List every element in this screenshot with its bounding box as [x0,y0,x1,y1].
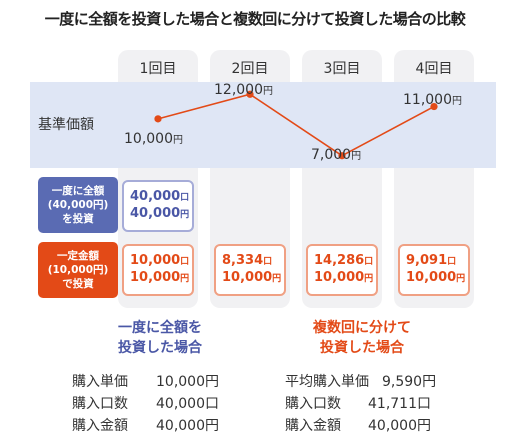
dca-box-3: 14,286口 10,000円 [306,244,378,296]
summary-right-value-2: 41,711口 [368,396,431,412]
page-title: 一度に全額を投資した場合と複数回に分けて投資した場合の比較 [44,10,466,28]
price-point-2 [246,90,254,98]
column-header-4: 4回目 [415,61,453,77]
price-line [157,93,435,157]
summary-right-value-1: 9,590円 [382,374,437,390]
summary-left-value-2: 40,000口 [156,396,219,412]
summary-left-value-3: 40,000円 [156,418,219,434]
lump-sum-tag: 一度に全額 (40,000円) を投資 [38,177,118,233]
price-label-3: 7,000円 [311,147,362,163]
column-header-1: 1回目 [139,61,177,77]
dca-box-4: 9,091口 10,000円 [398,244,470,296]
summary-left-label-1: 購入単価 [72,374,128,390]
column-header-2: 2回目 [231,61,269,77]
summary-right-label-1: 平均購入単価 [285,374,369,390]
summary-left-value-1: 10,000円 [156,374,219,390]
summary-right-label-3: 購入金額 [285,418,341,434]
price-point-1 [154,115,162,123]
column-header-3: 3回目 [323,61,361,77]
price-point-4 [430,102,438,111]
summary-left-label-2: 購入口数 [72,396,128,412]
price-label-2: 12,000円 [214,82,273,98]
price-label-1: 10,000円 [124,131,183,147]
price-point-3 [338,152,346,160]
dca-box-1: 10,000口 10,000円 [122,244,194,296]
price-label-4: 11,000円 [403,92,462,108]
summary-left-label-3: 購入金額 [72,418,128,434]
summary-heading-dca: 複数回に分けて 投資した場合 [313,320,411,356]
lump-sum-box: 40,000口 40,000円 [122,180,194,232]
fixed-amount-tag: 一定金額 (10,000円) で投資 [38,242,118,298]
price-band [30,82,496,168]
summary-right-value-3: 40,000円 [368,418,431,434]
summary-heading-lump-sum: 一度に全額を 投資した場合 [118,320,202,356]
dca-box-2: 8,334口 10,000円 [214,244,286,296]
row-label-nav: 基準価額 [38,117,94,133]
summary-right-label-2: 購入口数 [285,396,341,412]
